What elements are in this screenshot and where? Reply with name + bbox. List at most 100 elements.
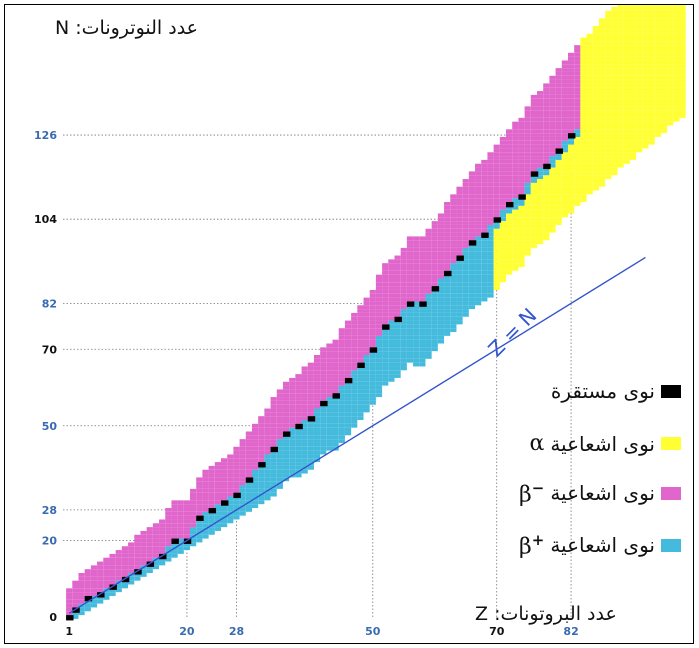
nuclide-cell [567,179,575,183]
nuclide-cell [344,347,352,352]
nuclide-cell [221,462,228,466]
nuclide-cell [338,393,345,398]
nuclide-cell [313,362,321,367]
nuclide-cell [629,22,637,27]
nuclide-cell [574,148,581,153]
nuclide-cell [134,557,141,562]
nuclide-cell [363,320,370,325]
nuclide-cell [394,343,401,348]
nuclide-cell [667,29,674,34]
nuclide-cell [636,71,643,76]
nuclide-cell [109,565,116,570]
nuclide-cell [431,244,438,248]
nuclide-cell [629,33,637,38]
nuclide-cell [623,45,630,49]
nuclide-cell [375,339,383,344]
nuclide-cell [320,381,327,386]
stable-nuclide-point [419,301,427,307]
nuclide-cell [561,152,568,157]
nuclide-cell [190,504,197,508]
nuclide-cell [301,389,308,394]
nuclide-cell [239,485,246,489]
nuclide-cell [394,301,401,306]
nuclide-cell [450,213,457,218]
nuclide-cell [326,427,333,432]
nuclide-cell [146,557,153,562]
nuclide-cell [190,507,197,512]
nuclide-cell [561,167,568,172]
nuclide-cell [239,492,246,497]
nuclide-cell [406,240,414,245]
nuclide-cell [369,301,376,306]
nuclide-cell [437,240,445,245]
nuclide-cell [276,477,283,482]
nuclide-cell [425,270,432,275]
nuclide-cell [121,569,129,574]
x-tick-label-28: 28 [229,625,244,638]
nuclide-cell [530,125,537,130]
nuclide-cell [468,217,476,222]
nuclide-cell [561,175,568,180]
nuclide-cell [282,427,290,432]
nuclide-cell [481,278,488,283]
nuclide-cell [406,293,414,298]
x-tick-label-20: 20 [179,625,195,638]
nuclide-cell [493,274,500,279]
nuclide-cell [623,98,630,103]
nuclide-cell [313,389,321,394]
nuclide-cell [561,140,568,145]
nuclide-cell [406,347,414,352]
nuclide-cell [512,121,519,126]
nuclide-cell [437,228,445,233]
nuclide-cell [320,377,327,382]
nuclide-cell [388,293,395,298]
nuclide-cell [462,213,469,218]
nuclide-cell [332,431,339,436]
nuclide-cell [580,45,587,49]
nuclide-cell [146,553,153,558]
nuclide-cell [586,37,593,42]
nuclide-cell [221,481,228,486]
nuclide-cell [493,186,500,191]
nuclide-cell [190,492,197,497]
nuclide-cell [512,221,519,225]
nuclide-cell [642,117,649,122]
nuclide-cell [512,198,519,202]
nuclide-cell [499,247,507,252]
nuclide-cell [202,500,209,505]
nuclide-cell [221,507,228,512]
nuclide-cell [282,416,290,421]
nuclide-cell [344,335,352,340]
nuclide-cell [444,305,451,310]
nuclide-cell [400,362,407,367]
nuclide-cell [679,33,686,38]
nuclide-cell [456,282,463,287]
y-tick-label-0: 0 [49,611,57,624]
nuclide-cell [400,332,407,336]
nuclide-cell [561,171,568,176]
nuclide-cell [233,477,240,482]
nuclide-cell [636,52,643,57]
nuclide-cell [456,259,463,264]
nuclide-cell [214,515,221,520]
nuclide-cell [462,228,469,233]
nuclide-cell [270,492,277,497]
nuclide-cell [530,194,537,199]
nuclide-cell [487,274,494,279]
nuclide-cell [313,370,321,375]
nuclide-cell [518,171,525,176]
nuclide-cell [208,496,215,501]
nuclide-cell [456,221,463,225]
nuclide-cell [468,186,476,191]
nuclide-cell [623,129,630,134]
nuclide-cell [159,534,166,539]
nuclide-cell [512,190,519,195]
nuclide-cell [598,182,606,187]
nuclide-cell [276,416,283,421]
nuclide-cell [444,309,451,313]
y-tick-label-50: 50 [42,420,58,433]
nuclide-cell [475,217,482,222]
nuclide-cell [140,550,147,554]
nuclide-cell [301,404,308,409]
nuclide-cell [617,91,624,95]
